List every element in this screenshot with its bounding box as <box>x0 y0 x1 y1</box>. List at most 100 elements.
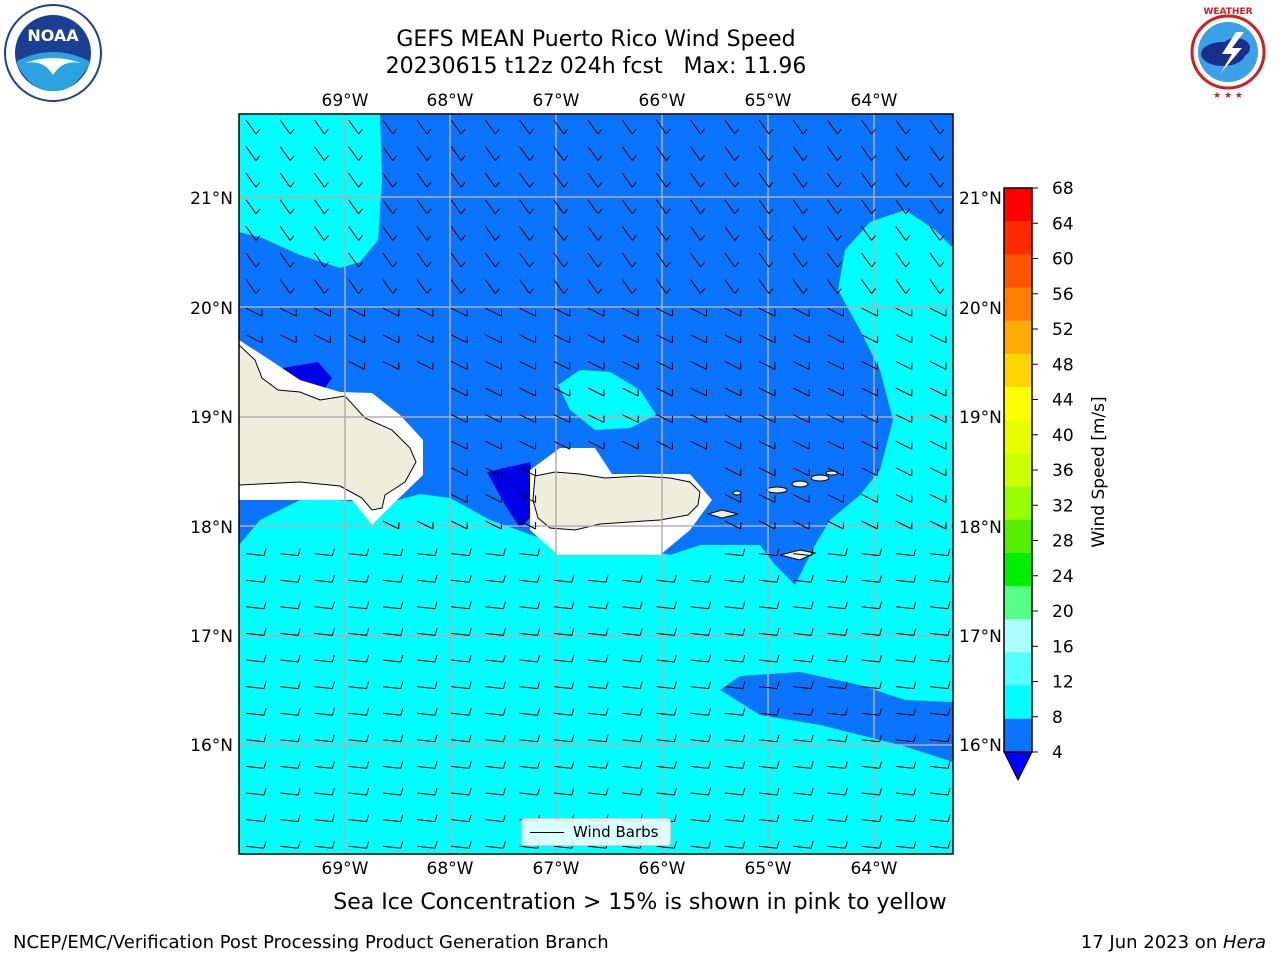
wind-barb <box>451 654 472 663</box>
sea-ice-caption: Sea Ice Concentration > 15% is shown in … <box>333 890 947 915</box>
wind-barb <box>690 681 712 690</box>
wind-barb <box>348 172 363 188</box>
wind-barb <box>485 708 506 716</box>
wind-barb <box>451 761 472 769</box>
wind-barb <box>280 628 301 636</box>
wind-barb <box>724 252 740 268</box>
wind-barb <box>793 734 814 743</box>
wind-barb <box>724 440 742 450</box>
wind-barb <box>656 307 673 317</box>
wind-barb <box>861 548 883 557</box>
wind-barb <box>348 146 363 161</box>
colorbar-extend-arrow <box>1003 751 1033 782</box>
lat-ticks-right: 21°N 20°N 19°N 18°N 17°N 16°N <box>959 189 1002 756</box>
wind-barb <box>621 414 639 424</box>
wind-barb <box>758 119 774 135</box>
wind-barb <box>621 119 637 135</box>
wind-barb <box>895 146 911 161</box>
wind-barb <box>450 307 468 317</box>
wind-barb <box>553 172 569 188</box>
wind-barb <box>895 628 917 636</box>
wind-barb <box>553 601 575 610</box>
wind-barb <box>382 787 404 796</box>
wind-barb <box>656 654 677 663</box>
wind-barb <box>827 520 844 530</box>
wind-barb <box>793 761 814 769</box>
wind-barb <box>929 628 951 636</box>
wind-barb <box>382 814 404 823</box>
wind-barb <box>348 814 370 823</box>
wind-barb <box>451 681 472 690</box>
colorbar-tick-label: 20 <box>1052 602 1074 622</box>
wind-barb <box>861 119 876 135</box>
lat-tick-left: 19°N <box>190 408 233 428</box>
wind-barb <box>758 734 780 743</box>
wind-barb <box>622 787 643 796</box>
wind-barb <box>451 708 472 716</box>
wind-barb <box>519 414 537 424</box>
wind-barb <box>793 548 814 557</box>
noaa-logo-text: NOAA <box>27 26 79 45</box>
wind-barb <box>314 708 335 716</box>
wind-barb <box>519 761 541 769</box>
wind-barb <box>348 734 370 743</box>
wind-barb <box>758 414 776 424</box>
wind-barb <box>416 708 438 716</box>
wind-barbs <box>245 119 951 849</box>
wind-barb <box>826 146 842 161</box>
wind-barb <box>861 252 876 268</box>
wind-barb <box>929 226 945 241</box>
wind-barb <box>929 334 947 344</box>
wind-barb <box>553 307 571 317</box>
wind-barb <box>280 708 301 716</box>
wind-barb <box>451 814 472 823</box>
wind-barb <box>519 467 537 477</box>
wind-barb <box>313 199 329 215</box>
wind-barb <box>929 307 947 317</box>
wind-barb <box>416 548 438 557</box>
footer-credit: NCEP/EMC/Verification Post Processing Pr… <box>13 932 609 953</box>
hispaniola-land <box>239 344 417 511</box>
wind-barb <box>792 199 808 215</box>
colorbar-label: Wind Speed [m/s] <box>1089 396 1109 547</box>
wind-barb <box>861 575 883 583</box>
wind-barb <box>485 440 502 450</box>
wind-barb <box>314 734 335 743</box>
lon-tick-top: 64°W <box>851 91 898 111</box>
lon-tick-top: 66°W <box>639 91 686 111</box>
wind-barb <box>348 360 366 370</box>
wind-barb <box>827 761 848 769</box>
wind-barb <box>416 172 432 188</box>
wind-barb <box>656 414 673 424</box>
wind-barb <box>553 708 575 716</box>
wind-barb <box>861 199 876 215</box>
wind-barb <box>416 146 432 161</box>
wind-barb <box>724 226 740 241</box>
wind-barb <box>690 172 705 188</box>
lat-tick-left: 21°N <box>190 189 233 209</box>
wind-barb <box>622 601 643 610</box>
wind-barb <box>655 146 671 161</box>
map-title: GEFS MEAN Puerto Rico Wind Speed <box>396 27 796 52</box>
lat-tick-right: 19°N <box>959 408 1002 428</box>
wind-barb <box>724 601 746 610</box>
wind-barb <box>382 279 398 294</box>
wind-barb <box>690 628 712 636</box>
lon-tick-bottom: 66°W <box>639 859 686 879</box>
wind-barb <box>416 761 438 769</box>
wind-barb <box>656 334 673 344</box>
wind-barb <box>827 601 848 610</box>
wind-barb <box>382 708 404 716</box>
wind-barb <box>279 334 297 344</box>
wind-barb <box>690 575 712 583</box>
colorbar-segment <box>1004 254 1032 289</box>
lon-tick-top: 67°W <box>533 91 580 111</box>
wind-barb <box>827 734 848 743</box>
wind-barb <box>895 279 911 294</box>
wind-barb <box>861 628 883 636</box>
wind-barb <box>313 279 329 294</box>
wind-barb <box>929 172 945 188</box>
wind-barb <box>382 119 398 135</box>
wind-barb <box>450 172 466 188</box>
wind-barb <box>895 414 913 424</box>
